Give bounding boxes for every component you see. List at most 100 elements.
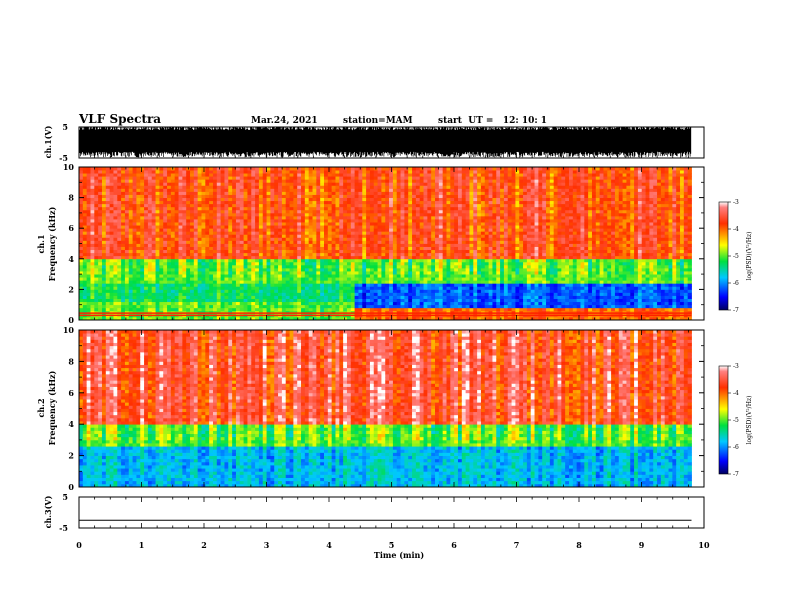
spectrogram-cell-1 xyxy=(304,258,310,263)
spectrogram-cell-1 xyxy=(308,301,313,306)
spectrogram-cell-1 xyxy=(354,243,359,247)
spectrogram-cell-1 xyxy=(331,173,336,177)
spectrogram-cell-1 xyxy=(167,179,172,183)
spectrogram-cell-1 xyxy=(258,231,264,235)
spectrogram-cell-1 xyxy=(124,283,130,287)
spectrogram-cell-1 xyxy=(274,215,279,220)
spectrogram-cell-1 xyxy=(358,274,363,278)
spectrogram-cell-1 xyxy=(427,176,432,180)
spectrogram-cell-1 xyxy=(86,298,91,303)
spectrogram-cell-1 xyxy=(212,301,218,306)
spectrogram-cell-1 xyxy=(147,188,153,192)
spectrogram-cell-1 xyxy=(400,267,405,272)
spectrogram-cell-1 xyxy=(212,219,218,223)
spectrogram-cell-1 xyxy=(350,222,356,226)
spectrogram-cell-1 xyxy=(193,277,199,281)
spectrogram-cell-1 xyxy=(373,206,378,211)
spectrogram-cell-1 xyxy=(419,219,424,223)
spectrogram-cell-1 xyxy=(136,206,141,211)
spectrogram-cell-1 xyxy=(79,289,84,293)
spectrogram-cell-1 xyxy=(331,316,336,320)
spectrogram-cell-1 xyxy=(105,206,111,211)
spectrogram-cell-1 xyxy=(144,197,149,202)
spectrogram-cell-1 xyxy=(163,298,168,303)
spectrogram-cell-1 xyxy=(94,295,99,299)
spectrogram-cell-1 xyxy=(454,298,459,303)
spectrogram-cell-1 xyxy=(408,237,413,241)
spectrogram-cell-1 xyxy=(109,179,114,183)
spectrogram-cell-1 xyxy=(346,231,352,235)
spectrogram-cell-1 xyxy=(232,249,237,254)
spectrogram-cell-1 xyxy=(392,289,398,293)
spectrogram-cell-1 xyxy=(98,298,103,303)
spectrogram-cell-1 xyxy=(293,219,298,223)
spectrogram-cell-1 xyxy=(312,298,317,303)
spectrogram-cell-1 xyxy=(205,237,210,241)
spectrogram-cell-1 xyxy=(304,283,310,287)
spectrogram-cell-1 xyxy=(136,258,141,263)
spectrogram-cell-1 xyxy=(79,228,84,232)
spectrogram-cell-1 xyxy=(293,246,298,251)
spectrogram-cell-1 xyxy=(159,225,164,229)
spectrogram-cell-1 xyxy=(140,185,145,189)
spectrogram-cell-1 xyxy=(281,200,287,205)
spectrogram-cell-1 xyxy=(293,206,298,211)
spectrogram-cell-1 xyxy=(174,197,179,202)
spectrogram-cell-1 xyxy=(373,255,378,260)
spectrogram-cell-1 xyxy=(362,264,367,269)
spectrogram-cell-1 xyxy=(274,274,279,278)
spectrogram-cell-1 xyxy=(266,212,271,217)
spectrogram-cell-1 xyxy=(90,277,95,281)
spectrogram-cell-1 xyxy=(446,252,451,257)
spectrogram-cell-1 xyxy=(427,212,432,217)
spectrogram-cell-1 xyxy=(258,191,264,195)
spectrogram-cell-1 xyxy=(400,188,405,192)
spectrogram-cell-1 xyxy=(182,267,187,272)
spectrogram-cell-1 xyxy=(124,206,130,211)
spectrogram-cell-1 xyxy=(205,283,210,287)
spectrogram-cell-1 xyxy=(193,258,199,263)
spectrogram-cell-1 xyxy=(128,292,133,296)
spectrogram-cell-1 xyxy=(94,249,99,254)
spectrogram-cell-1 xyxy=(320,197,325,202)
spectrogram-cell-1 xyxy=(147,267,153,272)
spectrogram-cell-1 xyxy=(147,274,153,278)
spectrogram-cell-1 xyxy=(331,219,336,223)
spectrogram-cell-1 xyxy=(170,280,176,284)
spectrogram-cell-1 xyxy=(155,240,160,244)
spectrogram-cell-1 xyxy=(343,228,348,232)
spectrogram-cell-1 xyxy=(308,167,313,171)
spectrogram-cell-1 xyxy=(362,237,367,241)
spectrogram-cell-1 xyxy=(190,274,195,278)
spectrogram-cell-1 xyxy=(266,167,271,171)
spectrogram-cell-1 xyxy=(339,243,344,247)
spectrogram-cell-1 xyxy=(270,249,275,254)
spectrogram-cell-1 xyxy=(324,261,329,266)
spectrogram-cell-1 xyxy=(312,203,317,208)
spectrogram-cell-1 xyxy=(258,170,264,174)
spectrogram-cell-1 xyxy=(232,289,237,293)
spectrogram-cell-1 xyxy=(339,228,344,232)
spectrogram-cell-1 xyxy=(404,277,409,281)
spectrogram-cell-1 xyxy=(193,170,199,174)
spectrogram-cell-1 xyxy=(128,289,133,293)
spectrogram-cell-1 xyxy=(373,197,378,202)
spectrogram-cell-1 xyxy=(90,209,95,214)
spectrogram-cell-1 xyxy=(243,301,248,306)
spectrogram-cell-1 xyxy=(186,185,191,189)
spectrogram-cell-1 xyxy=(366,179,371,183)
spectrogram-cell-1 xyxy=(101,197,107,202)
spectrogram-cell-1 xyxy=(113,203,118,208)
spectrogram-cell-1 xyxy=(354,167,359,171)
spectrogram-cell-1 xyxy=(113,225,118,229)
spectrogram-cell-1 xyxy=(366,237,371,241)
spectrogram-cell-1 xyxy=(82,206,88,211)
spectrogram-cell-1 xyxy=(151,304,156,309)
spectrogram-cell-1 xyxy=(350,176,356,180)
spectrogram-cell-1 xyxy=(190,289,195,293)
spectrogram-cell-1 xyxy=(324,203,329,208)
spectrogram-cell-1 xyxy=(320,237,325,241)
spectrogram-cell-1 xyxy=(270,167,275,171)
spectrogram-cell-1 xyxy=(320,283,325,287)
spectrogram-cell-1 xyxy=(243,182,248,186)
